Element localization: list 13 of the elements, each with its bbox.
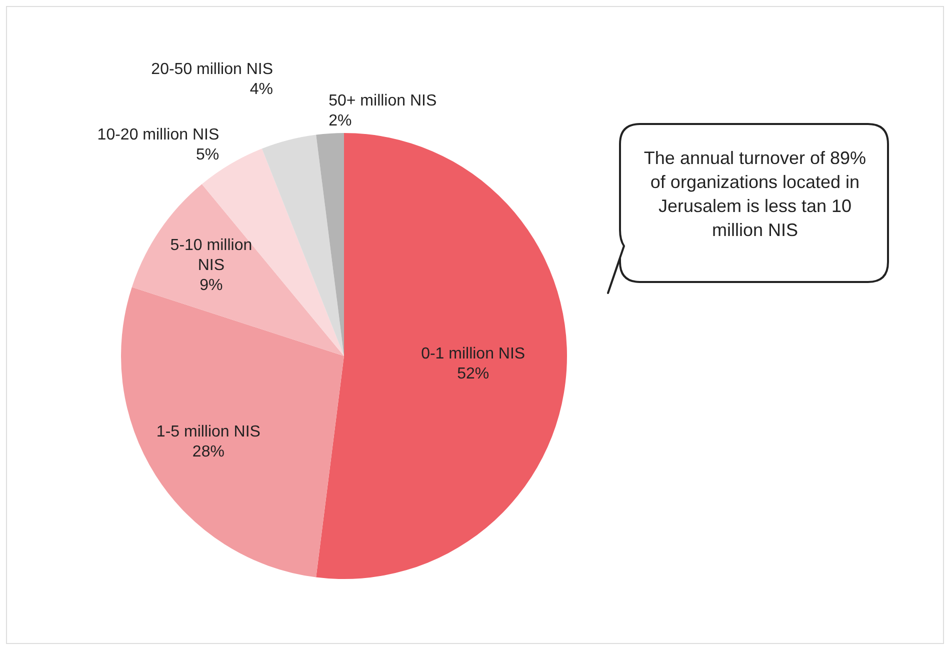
slice-label: 5-10 million NIS	[170, 237, 252, 274]
slice-label: 0-1 million NIS	[421, 346, 526, 363]
slice-label: 1-5 million NIS	[156, 423, 260, 440]
data-label: 28%	[192, 443, 224, 460]
slice-label: 20-50 million NIS	[151, 60, 274, 78]
text: The annual turnover of 89% of organizations located in Jerusalem is less tan 10 million NIS	[642, 147, 868, 242]
slice-label: 10-20 million NIS	[97, 126, 220, 144]
data-label: 52%	[457, 366, 490, 383]
data-label: 9%	[200, 277, 223, 294]
data-label: 2%	[328, 112, 352, 130]
slice-label: 50+ million NIS	[328, 92, 437, 110]
data-label: 4%	[250, 80, 274, 98]
data-label: 5%	[196, 146, 220, 164]
